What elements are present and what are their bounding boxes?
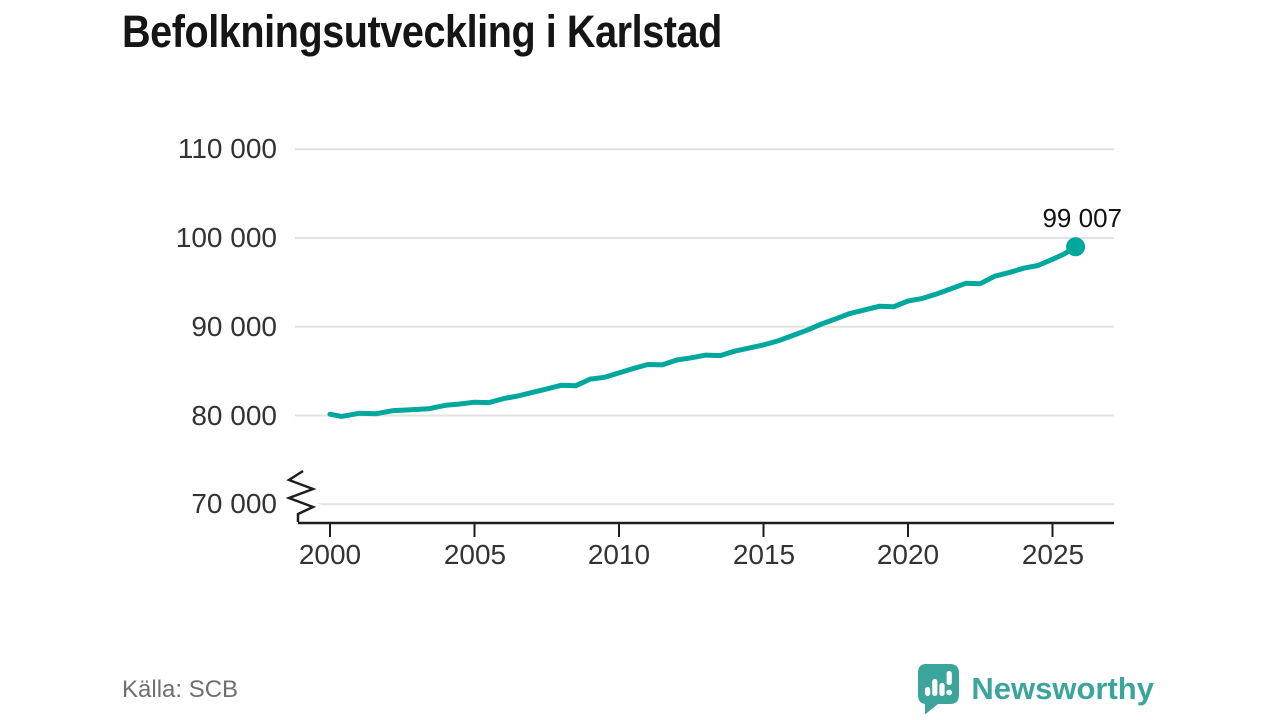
brand-name: Newsworthy [971, 671, 1154, 706]
axis-break-zigzag-icon [285, 469, 317, 522]
latest-value-annotation: 99 007 [1042, 203, 1122, 233]
brand-logo: Newsworthy [914, 663, 1154, 715]
source-note: Källa: SCB [122, 676, 239, 703]
population-line [327, 244, 1079, 419]
newsworthy-speech-bubble-chart-icon [918, 664, 960, 715]
latest-value-dot [1066, 237, 1086, 257]
page-title: Befolkningsutveckling i Karlstad [122, 6, 722, 57]
